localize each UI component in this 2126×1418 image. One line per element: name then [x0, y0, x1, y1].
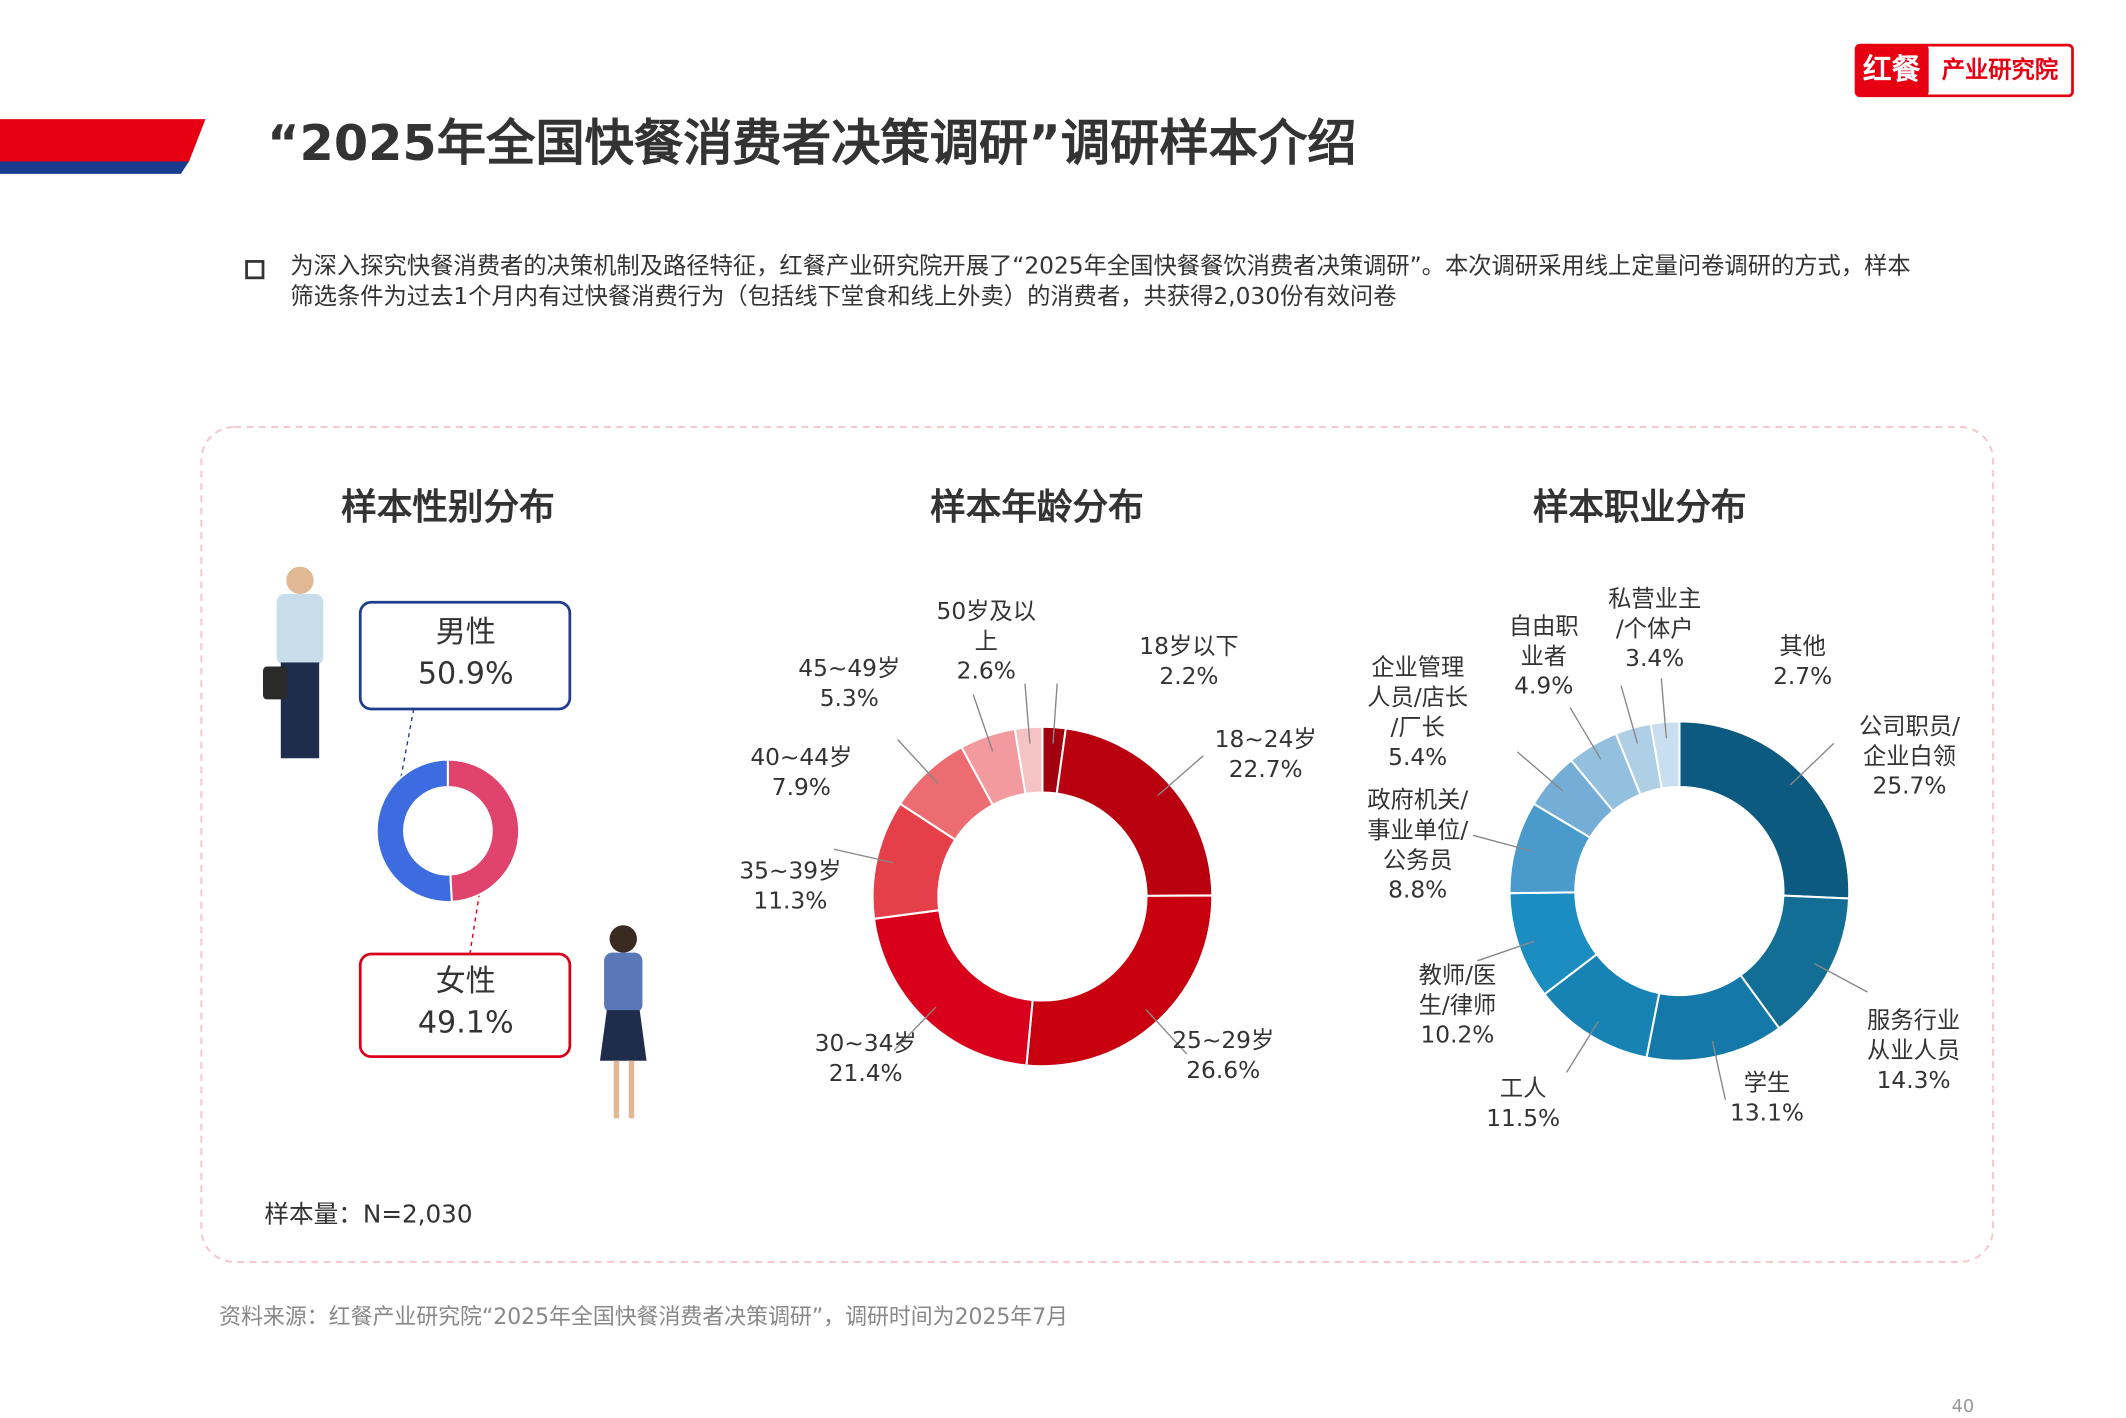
- chart-title: 样本职业分布: [1533, 487, 1747, 528]
- value-label: 3.4%: [1625, 645, 1684, 672]
- leader-line: [1814, 963, 1868, 993]
- value-label: 49.1%: [418, 1005, 514, 1040]
- intro-text: 为深入探究快餐消费者的决策机制及路径特征，红餐产业研究院开展了“2025年全国快…: [290, 253, 1911, 311]
- value-label: 5.3%: [820, 685, 879, 712]
- value-label: 2.2%: [1159, 663, 1218, 690]
- category-label: 自由职业者: [1509, 612, 1579, 669]
- female-box: [358, 952, 572, 1059]
- leader-line: [1569, 707, 1602, 760]
- male-figure: [263, 566, 324, 759]
- category-label: 工人: [1500, 1075, 1547, 1102]
- female-figure: [599, 925, 647, 1119]
- leader-line: [893, 1006, 937, 1051]
- value-label: 21.4%: [829, 1060, 903, 1087]
- leader-line: [1145, 1009, 1188, 1055]
- value-label: 22.7%: [1229, 756, 1303, 783]
- category-label: 男性: [436, 615, 496, 650]
- leader-line: [1565, 1020, 1599, 1073]
- donut-slice: [1013, 725, 1044, 796]
- bullet: [245, 260, 265, 280]
- value-label: 2.7%: [1773, 663, 1832, 690]
- category-label: 18岁以下: [1139, 633, 1238, 660]
- value-label: 11.5%: [1486, 1105, 1560, 1132]
- value-label: 10.2%: [1420, 1022, 1494, 1049]
- donut-slice: [1025, 894, 1214, 1068]
- brand-name: 产业研究院: [1942, 57, 2058, 84]
- brand-mark: 红餐: [1863, 52, 1921, 86]
- category-label: 学生: [1744, 1070, 1791, 1097]
- value-label: 13.1%: [1730, 1100, 1804, 1127]
- leader-line: [1711, 1040, 1727, 1100]
- donut-slice: [375, 758, 454, 903]
- category-label: 私营业主/个体户: [1608, 585, 1701, 642]
- category-label: 女性: [436, 964, 496, 999]
- value-label: 2.6%: [957, 658, 1016, 685]
- donut-slice: [872, 909, 1034, 1067]
- value-label: 14.3%: [1877, 1067, 1951, 1094]
- page-number: 40: [1952, 1396, 1975, 1417]
- category-label: 40~44岁: [750, 744, 852, 771]
- donut-slice: [446, 758, 521, 903]
- value-label: 11.3%: [753, 887, 827, 914]
- chart-title: 样本性别分布: [341, 487, 555, 528]
- leader-line: [833, 848, 893, 864]
- brand-mark-bg: [1856, 45, 1929, 96]
- value-label: 50.9%: [418, 656, 514, 691]
- leader-line: [1789, 742, 1835, 786]
- donut-slice: [1055, 727, 1214, 897]
- card: [200, 426, 1995, 1263]
- category-label: 50岁及以上: [937, 597, 1036, 654]
- leader-line: [1024, 683, 1031, 744]
- leader-line: [1472, 834, 1532, 852]
- category-label: 30~34岁: [815, 1030, 917, 1057]
- leader-line: [897, 739, 939, 785]
- category-label: 教师/医生/律师: [1419, 961, 1497, 1018]
- leader-line: [1157, 755, 1204, 796]
- leader-line: [972, 694, 994, 752]
- category-label: 18~24岁: [1215, 726, 1317, 753]
- value-label: 8.8%: [1388, 877, 1447, 904]
- header-bar: [0, 119, 206, 162]
- value-label: 5.4%: [1388, 744, 1447, 771]
- category-label: 企业管理人员/店长/厂长: [1367, 653, 1468, 740]
- sample-note: 样本量：N=2,030: [264, 1199, 472, 1228]
- value-label: 26.6%: [1186, 1057, 1260, 1084]
- header-stripe: [0, 161, 190, 174]
- leader-line: [1477, 940, 1535, 962]
- page-title: “2025年全国快餐消费者决策调研”调研样本介绍: [267, 114, 1356, 172]
- leader-line: [1516, 751, 1564, 792]
- leader-line: [1620, 685, 1639, 744]
- donut-slice: [1649, 720, 1681, 790]
- category-label: 45~49岁: [798, 655, 900, 682]
- value-label: 25.7%: [1873, 773, 1947, 800]
- leader-line: [1660, 678, 1668, 739]
- value-label: 7.9%: [772, 774, 831, 801]
- value-label: 4.9%: [1514, 673, 1573, 700]
- category-label: 公司职员/企业白领: [1859, 712, 1960, 769]
- category-label: 政府机关/事业单位/公务员: [1367, 786, 1468, 873]
- category-label: 25~29岁: [1172, 1027, 1274, 1054]
- source: 资料来源：红餐产业研究院“2025年全国快餐消费者决策调研”，调研时间为2025…: [219, 1305, 1068, 1330]
- donut-slice: [1678, 720, 1851, 900]
- category-label: 35~39岁: [739, 857, 841, 884]
- male-box: [358, 600, 572, 711]
- leader-line: [1052, 683, 1058, 744]
- chart-title: 样本年龄分布: [930, 487, 1144, 528]
- category-label: 其他: [1779, 633, 1826, 660]
- category-label: 服务行业从业人员: [1867, 1007, 1960, 1064]
